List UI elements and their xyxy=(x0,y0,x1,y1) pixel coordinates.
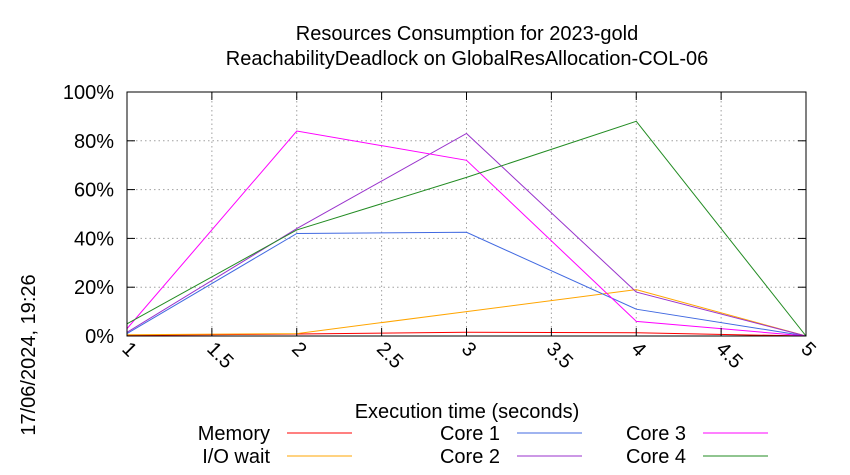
legend-label-i-o-wait: I/O wait xyxy=(202,446,270,468)
legend-label-memory: Memory xyxy=(198,423,270,445)
y-tick-label: 80% xyxy=(74,131,114,153)
series-line-core-2 xyxy=(126,132,807,337)
series-line-core-4 xyxy=(126,120,807,337)
chart-title-line-2: ReachabilityDeadlock on GlobalResAllocat… xyxy=(226,48,708,70)
x-tick-label: 4.5 xyxy=(712,338,747,373)
series-lines xyxy=(126,120,807,337)
legend-label-core-2: Core 2 xyxy=(440,446,500,468)
series-line-core-3 xyxy=(126,130,807,337)
x-tick-label: 2 xyxy=(287,338,310,361)
y-tick-label: 60% xyxy=(74,180,114,202)
legend-label-core-3: Core 3 xyxy=(626,423,686,445)
series-line-i-o-wait xyxy=(126,289,807,337)
x-axis: 1 1.5 2 2.5 3 3.5 4 4.5 5 xyxy=(117,92,820,373)
timestamp-label: 17/06/2024, 19:26 xyxy=(18,274,40,435)
y-axis: 0% 20% 40% 60% 80% 100% xyxy=(63,82,806,348)
x-tick-label: 3 xyxy=(457,338,480,361)
x-tick-label: 4 xyxy=(627,338,650,361)
y-tick-label: 100% xyxy=(63,82,114,104)
x-axis-label: Execution time (seconds) xyxy=(355,401,580,423)
y-tick-label: 0% xyxy=(85,326,114,348)
x-tick-label: 2.5 xyxy=(372,338,407,373)
legend-label-core-1: Core 1 xyxy=(440,423,500,445)
grid xyxy=(127,92,806,336)
legend-label-core-4: Core 4 xyxy=(626,446,686,468)
chart-title-line-1: Resources Consumption for 2023-gold xyxy=(296,23,638,45)
y-tick-label: 40% xyxy=(74,228,114,250)
x-tick-label: 3.5 xyxy=(542,338,577,373)
x-tick-label: 1.5 xyxy=(202,338,237,373)
chart-title: Resources Consumption for 2023-gold Reac… xyxy=(226,23,708,70)
y-tick-label: 20% xyxy=(74,277,114,299)
x-tick-label: 5 xyxy=(796,338,819,361)
series-line-core-1 xyxy=(126,231,807,337)
x-tick-label: 1 xyxy=(117,338,140,361)
